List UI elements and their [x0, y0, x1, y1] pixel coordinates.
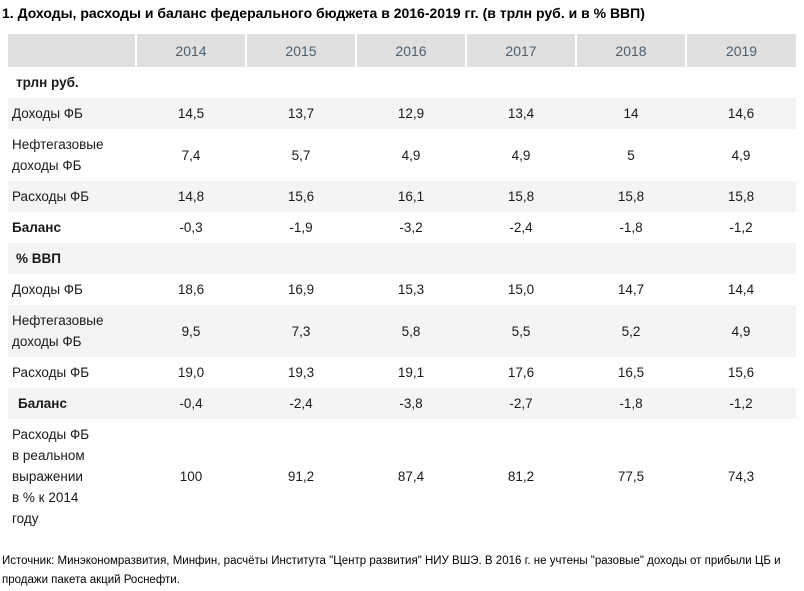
table-cell: 100: [179, 469, 203, 484]
row-label: Нефтегазовые доходы ФБ: [12, 137, 104, 173]
table-header-row: 2014 2015 2016 2017 2018 2019: [8, 34, 796, 67]
year-header-2017: 2017: [465, 34, 576, 67]
table-row-balance-rub: Баланс -0,3 -1,9 -3,2 -2,4 -1,8 -1,2: [8, 212, 796, 243]
table-cell: -0,4: [136, 388, 246, 419]
table-cell: -3,2: [399, 220, 423, 235]
row-label: Нефтегазовые доходы ФБ: [8, 305, 136, 357]
table-cell: 5,5: [466, 305, 576, 357]
table-cell: -1,2: [729, 220, 753, 235]
table-cell: 74,3: [727, 469, 755, 484]
table-row-expenditures-gdp: Расходы ФБ 19,0 19,3 19,1 17,6 16,5 15,6: [8, 357, 796, 388]
row-label: Баланс: [8, 388, 136, 419]
budget-table: 2014 2015 2016 2017 2018 2019 трлн руб. …: [8, 34, 796, 534]
row-label: Баланс: [12, 220, 61, 235]
section-row-trln-rub: трлн руб.: [8, 67, 796, 98]
table-cell: 7,4: [181, 147, 201, 163]
table-cell: -3,8: [356, 388, 466, 419]
source-note: Источник: Минэкономразвития, Минфин, рас…: [2, 555, 781, 586]
table-row-balance-gdp: Баланс -0,4 -2,4 -3,8 -2,7 -1,8 -1,2: [8, 388, 796, 419]
table-cell: 16,9: [287, 282, 315, 297]
year-header-2016: 2016: [355, 34, 466, 67]
corner-cell: [8, 34, 136, 67]
table-cell: 16,1: [356, 181, 466, 212]
table-cell: 19,3: [287, 365, 315, 380]
table-cell: 7,3: [246, 305, 356, 357]
table-cell: 18,6: [177, 282, 205, 297]
table-cell: -1,2: [686, 388, 796, 419]
row-label: Расходы ФБ: [8, 181, 136, 212]
row-label: Доходы ФБ: [8, 98, 136, 129]
row-label: Расходы ФБ в реальном выражении в % к 20…: [12, 427, 90, 526]
table-cell: 12,9: [356, 98, 466, 129]
table-cell: 15,6: [727, 365, 755, 380]
table-cell: 5,2: [576, 305, 686, 357]
table-row-revenues-gdp: Доходы ФБ 18,6 16,9 15,3 15,0 14,7 14,4: [8, 274, 796, 305]
table-cell: 87,4: [397, 469, 425, 484]
table-cell: 15,8: [576, 181, 686, 212]
row-label: Доходы ФБ: [12, 282, 83, 297]
table-cell: 91,2: [287, 469, 315, 484]
table-cell: 19,0: [177, 365, 205, 380]
table-cell: 14,5: [136, 98, 246, 129]
table-cell: -1,8: [619, 220, 643, 235]
section-row-pct-gdp: % ВВП: [8, 243, 796, 274]
table-cell: 77,5: [617, 469, 645, 484]
table-cell: 9,5: [136, 305, 246, 357]
table-row-oilgas-rub: Нефтегазовые доходы ФБ 7,4 5,7 4,9 4,9 5…: [8, 129, 796, 181]
table-cell: 13,4: [466, 98, 576, 129]
table-cell: 14,7: [617, 282, 645, 297]
table-row-expenditures-rub: Расходы ФБ 14,8 15,6 16,1 15,8 15,8 15,8: [8, 181, 796, 212]
table-cell: 16,5: [617, 365, 645, 380]
table-cell: 4,9: [401, 147, 421, 163]
table-cell: 15,0: [507, 282, 535, 297]
year-header-2019: 2019: [685, 34, 796, 67]
table-cell: -1,8: [576, 388, 686, 419]
table-cell: 5,7: [291, 147, 311, 163]
table-cell: -2,4: [246, 388, 356, 419]
section-label: % ВВП: [8, 243, 796, 274]
table-cell: 14,8: [136, 181, 246, 212]
table-cell: -0,3: [179, 220, 203, 235]
table-cell: 5,8: [356, 305, 466, 357]
row-label: Расходы ФБ: [12, 365, 90, 380]
table-cell: 4,9: [731, 147, 751, 163]
table-cell: 19,1: [397, 365, 425, 380]
table-cell: 15,8: [686, 181, 796, 212]
table-row-expenditures-real: Расходы ФБ в реальном выражении в % к 20…: [8, 419, 796, 534]
table-cell: 17,6: [507, 365, 535, 380]
table-row-oilgas-gdp: Нефтегазовые доходы ФБ 9,5 7,3 5,8 5,5 5…: [8, 305, 796, 357]
table-cell: 15,3: [397, 282, 425, 297]
table-cell: 15,6: [246, 181, 356, 212]
page-title: 1. Доходы, расходы и баланс федерального…: [2, 5, 645, 21]
table-cell: 14,4: [727, 282, 755, 297]
table-cell: 4,9: [511, 147, 531, 163]
table-cell: 81,2: [507, 469, 535, 484]
table-cell: 15,8: [466, 181, 576, 212]
table-cell: 14,6: [686, 98, 796, 129]
table-cell: -1,9: [289, 220, 313, 235]
table-cell: 13,7: [246, 98, 356, 129]
table-cell: -2,4: [509, 220, 533, 235]
table-cell: 14: [576, 98, 686, 129]
table-row-revenues-rub: Доходы ФБ 14,5 13,7 12,9 13,4 14 14,6: [8, 98, 796, 129]
table-cell: -2,7: [466, 388, 576, 419]
table-cell: 5: [627, 147, 635, 163]
table-cell: 4,9: [686, 305, 796, 357]
year-header-2014: 2014: [135, 34, 246, 67]
section-label: трлн руб.: [16, 75, 79, 90]
year-header-2015: 2015: [245, 34, 356, 67]
year-header-2018: 2018: [575, 34, 686, 67]
